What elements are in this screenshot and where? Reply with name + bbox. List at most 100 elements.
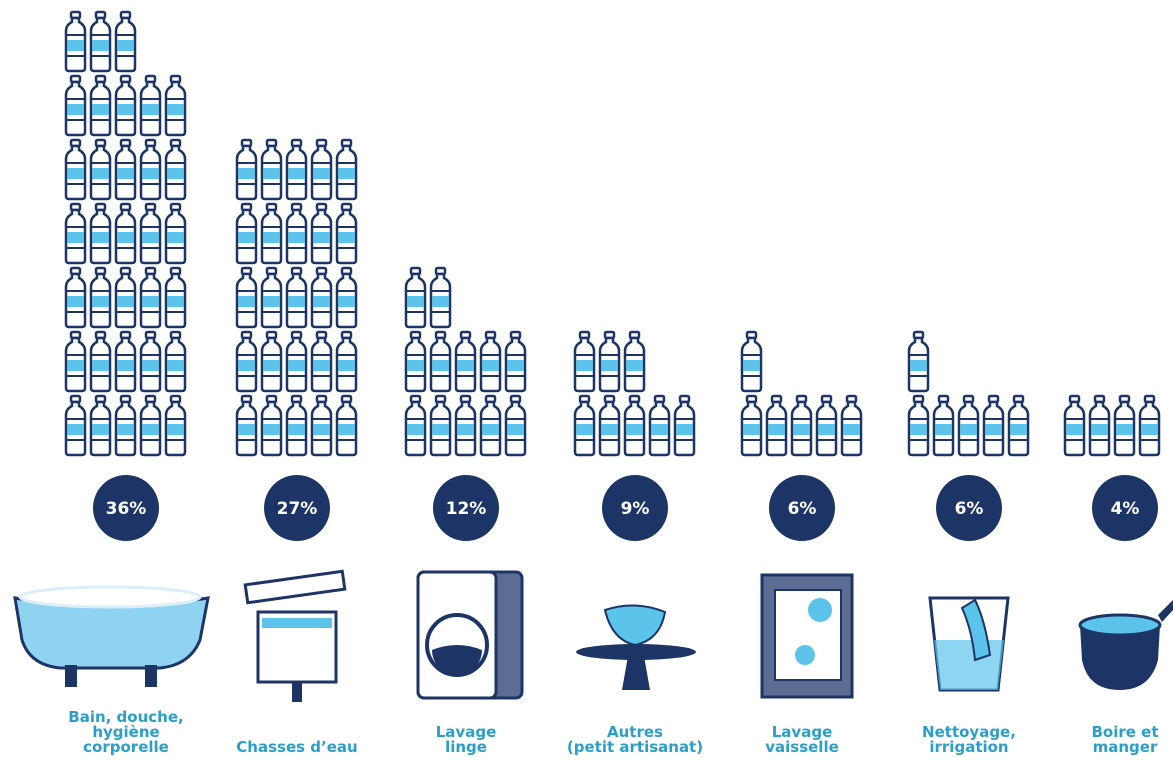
bottle (89, 202, 112, 265)
bottle (623, 394, 646, 457)
bottle (907, 330, 930, 393)
category-label: Lavage linge (435, 723, 497, 756)
category-label: Nettoyage, irrigation (922, 723, 1016, 756)
percent-circle (769, 475, 835, 541)
bottle (64, 10, 87, 73)
bottle (260, 394, 283, 457)
bottle (573, 394, 596, 457)
bottle (164, 330, 187, 393)
bottle (164, 74, 187, 137)
bottle (139, 74, 162, 137)
bottle (260, 330, 283, 393)
bottle (89, 394, 112, 457)
bottle (1088, 394, 1111, 457)
bottle (404, 266, 427, 329)
bottle (335, 202, 358, 265)
bottle (1138, 394, 1161, 457)
bucket-icon (928, 596, 1010, 692)
bottle (310, 138, 333, 201)
bottle (114, 10, 137, 73)
bathtub-icon (13, 585, 210, 687)
percent-label: 36% (106, 499, 147, 519)
bottle (260, 266, 283, 329)
bottle (815, 394, 838, 457)
bottle (164, 394, 187, 457)
percent-label: 6% (955, 499, 984, 519)
percent-circle (602, 475, 668, 541)
bottle (235, 138, 258, 201)
bottle (235, 266, 258, 329)
percent-label: 12% (446, 499, 487, 519)
bottle (285, 266, 308, 329)
bottle (404, 330, 427, 393)
bottle (429, 266, 452, 329)
percent-label: 27% (277, 499, 318, 519)
bottle (139, 330, 162, 393)
bottle (89, 138, 112, 201)
bottle (64, 74, 87, 137)
bottle (504, 330, 527, 393)
bottle (598, 394, 621, 457)
bottle (139, 394, 162, 457)
bottle (310, 330, 333, 393)
bottle (335, 266, 358, 329)
bottle (673, 394, 696, 457)
cistern-icon (243, 569, 347, 702)
bottle (479, 394, 502, 457)
bottle (623, 330, 646, 393)
bottle (907, 394, 930, 457)
bottle (479, 330, 502, 393)
bottle (164, 266, 187, 329)
bottle (235, 394, 258, 457)
bottle (164, 138, 187, 201)
category-label: Bain, douche, hygiène corporelle (68, 708, 184, 756)
bottle (1113, 394, 1136, 457)
bottle (64, 202, 87, 265)
bottle (310, 266, 333, 329)
category-label: Lavage vaisselle (765, 723, 839, 756)
bottle (64, 266, 87, 329)
bottle (1007, 394, 1030, 457)
bottle (982, 394, 1005, 457)
bottle (64, 394, 87, 457)
bottle (740, 330, 763, 393)
bottle (89, 10, 112, 73)
bottle (335, 394, 358, 457)
bottle (504, 394, 527, 457)
bottle (429, 330, 452, 393)
bottle (114, 394, 137, 457)
bottle (598, 330, 621, 393)
bottle (790, 394, 813, 457)
bottle (64, 330, 87, 393)
bottle (573, 330, 596, 393)
bottle (89, 74, 112, 137)
bottle (285, 394, 308, 457)
bottle (164, 202, 187, 265)
percent-circle (93, 475, 159, 541)
category-label: Chasses d’eau (236, 738, 358, 756)
bottle (1063, 394, 1086, 457)
category-label: Boire et manger (1091, 723, 1159, 756)
dishwasher-icon (760, 573, 854, 699)
bottle (139, 138, 162, 201)
bottle (310, 202, 333, 265)
bottle (235, 202, 258, 265)
bottle (335, 138, 358, 201)
bottle (765, 394, 788, 457)
bottle (64, 138, 87, 201)
percent-circle (936, 475, 1002, 541)
bottle (285, 330, 308, 393)
bottle (285, 138, 308, 201)
percent-label: 9% (621, 499, 650, 519)
bottle (114, 330, 137, 393)
washer-icon (416, 570, 524, 700)
bottle (139, 266, 162, 329)
percent-label: 4% (1111, 499, 1140, 519)
pot-icon (1078, 600, 1173, 690)
percent-label: 6% (788, 499, 817, 519)
bottle (957, 394, 980, 457)
bottle (114, 266, 137, 329)
percent-circle (264, 475, 330, 541)
